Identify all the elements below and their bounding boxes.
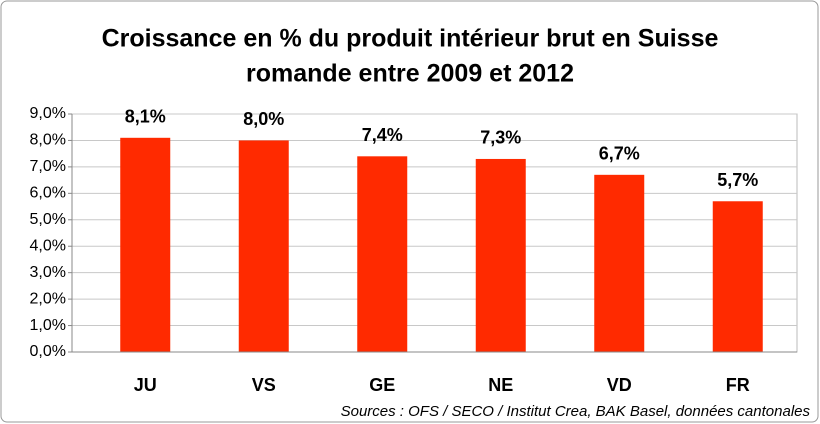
bar <box>357 156 408 352</box>
x-tick-label: FR <box>726 375 750 395</box>
value-label: 7,3% <box>480 128 521 148</box>
value-label: 8,1% <box>125 107 166 127</box>
y-tick-label: 6,0% <box>30 185 66 202</box>
value-label: 5,7% <box>717 170 758 190</box>
y-tick-label: 2,0% <box>30 290 66 307</box>
value-label: 6,7% <box>599 144 640 164</box>
y-tick-label: 4,0% <box>30 237 66 254</box>
source-note: Sources : OFS / SECO / Institut Crea, BA… <box>341 403 811 420</box>
y-tick-label: 8,0% <box>30 132 66 149</box>
bar <box>238 140 289 352</box>
x-tick-label: VD <box>607 375 632 395</box>
bar <box>712 201 763 352</box>
value-label: 7,4% <box>362 125 403 145</box>
x-tick-label: VS <box>252 375 276 395</box>
y-tick-label: 1,0% <box>30 317 66 334</box>
y-tick-label: 3,0% <box>30 264 66 281</box>
bar <box>594 174 645 352</box>
x-tick-label: NE <box>488 375 513 395</box>
bar <box>120 137 171 352</box>
chart-title: romande entre 2009 et 2012 <box>246 60 574 88</box>
y-tick-label: 9,0% <box>30 105 66 122</box>
y-tick-label: 5,0% <box>30 211 66 228</box>
x-tick-label: JU <box>134 375 157 395</box>
x-tick-label: GE <box>369 375 395 395</box>
bar <box>475 158 526 352</box>
y-tick-label: 0,0% <box>30 343 66 360</box>
chart-title: Croissance en % du produit intérieur bru… <box>102 25 719 53</box>
y-tick-label: 7,0% <box>30 158 66 175</box>
value-label: 8,0% <box>243 109 284 129</box>
